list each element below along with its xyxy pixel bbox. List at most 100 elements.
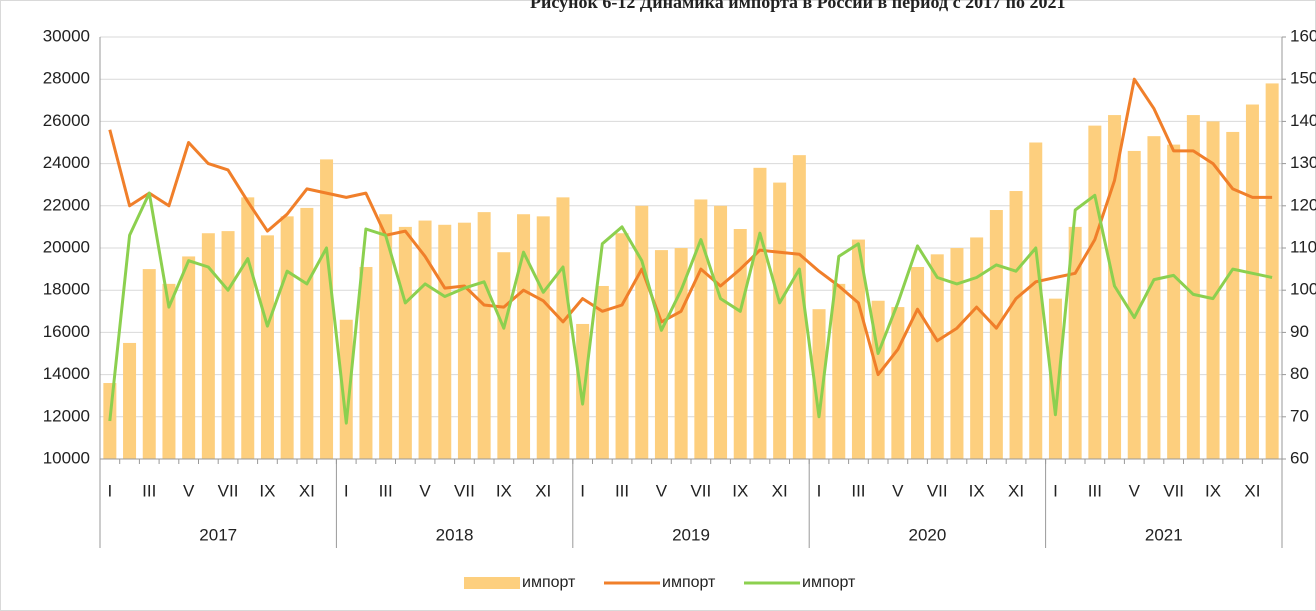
x-tick-label: XI [1008,481,1024,500]
bar [950,248,964,459]
x-tick-label: V [1129,481,1141,500]
bar [832,283,846,459]
group-label: 2018 [436,525,474,544]
bar [162,283,176,459]
bar [773,182,787,459]
chart-title: Рисунок 6-12 Динамика импорта в России в… [530,0,1065,12]
y2-tick-label: 100 [1290,280,1316,299]
line [108,191,1273,425]
bar [280,216,294,459]
x-tick-label: VII [454,481,475,500]
y2-tick-label: 120 [1290,195,1316,214]
x-tick-label: I [817,481,822,500]
bar [300,207,314,459]
y-tick-label: 14000 [43,364,90,383]
x-tick-label: XI [772,481,788,500]
bar [497,252,511,459]
bar [260,235,274,459]
y-tick-label: 16000 [43,322,90,341]
bar [142,269,156,459]
x-tick-label: I [107,481,112,500]
bar [635,205,649,459]
bar [733,229,747,459]
bar [241,197,255,460]
bar [536,216,550,459]
bar [930,254,944,459]
x-tick-label: III [142,481,156,500]
y2-tick-label: 90 [1290,322,1309,341]
bar [654,250,668,459]
x-tick-label: VII [1163,481,1184,500]
y-tick-label: 28000 [43,69,90,88]
x-tick-label: I [1053,481,1058,500]
bar [398,226,412,459]
bar [201,233,215,459]
x-tick-label: IX [259,481,275,500]
y2-tick-label: 80 [1290,364,1309,383]
x-tick-label: III [851,481,865,500]
x-tick-label: I [344,481,349,500]
y2-tick-label: 160 [1290,26,1316,45]
bar [1147,136,1161,460]
legend-label: импорт [522,574,576,591]
x-tick-label: III [615,481,629,500]
bar [1245,104,1259,460]
bar [851,239,865,459]
y-tick-label: 10000 [43,448,90,467]
bar [1009,191,1023,459]
bar [477,212,491,459]
bar [1186,115,1200,459]
bar [1226,131,1240,459]
bar [182,256,196,459]
bar [1206,121,1220,460]
legend-label: импорт [802,574,856,591]
bar [1265,83,1279,460]
bar [1088,125,1102,460]
bar [221,231,235,459]
x-tick-label: V [419,481,431,500]
legend-swatch [464,577,520,589]
x-tick-label: XI [535,481,551,500]
x-tick-label: IX [496,481,512,500]
bar [438,224,452,459]
x-tick-label: I [580,481,585,500]
bar [714,205,728,459]
bar [753,167,767,459]
x-tick-label: III [1088,481,1102,500]
line [108,77,1273,377]
bar [1127,150,1141,459]
y2-tick-label: 130 [1290,153,1316,172]
bar [418,220,432,459]
x-tick-label: XI [1244,481,1260,500]
y-tick-label: 30000 [43,26,90,45]
bar [970,237,984,459]
bar [359,266,373,459]
y2-tick-label: 110 [1290,237,1316,256]
bar [123,342,137,459]
bar [792,155,806,459]
bar [517,214,531,459]
x-tick-label: V [656,481,668,500]
bar [615,233,629,459]
bar [339,319,353,459]
bar [812,309,826,459]
bar [891,307,905,459]
x-tick-label: IX [969,481,985,500]
group-label: 2019 [672,525,710,544]
y2-tick-label: 150 [1290,69,1316,88]
bar [103,383,117,459]
x-tick-label: V [892,481,904,500]
y-tick-label: 24000 [43,153,90,172]
bar [1048,298,1062,459]
y-tick-label: 22000 [43,195,90,214]
bar [1068,226,1082,459]
group-label: 2020 [908,525,946,544]
bar [989,210,1003,459]
legend-label: импорт [662,574,716,591]
x-tick-label: V [183,481,195,500]
bar [694,199,708,459]
bar [320,159,334,459]
x-tick-label: XI [299,481,315,500]
x-tick-label: VII [218,481,239,500]
